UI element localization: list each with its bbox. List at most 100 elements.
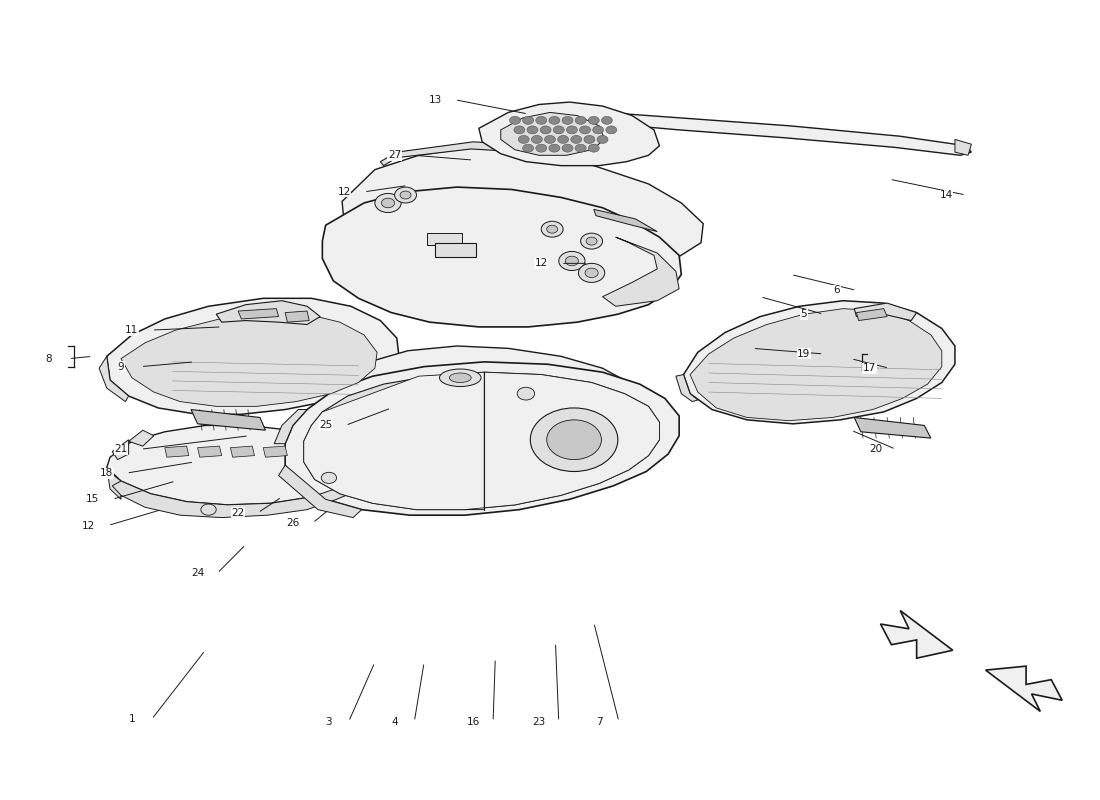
Text: 14: 14 — [939, 190, 953, 200]
Text: 3: 3 — [326, 717, 332, 726]
Text: 7: 7 — [596, 717, 603, 726]
Polygon shape — [285, 311, 309, 322]
Text: 25: 25 — [319, 421, 332, 430]
Circle shape — [527, 126, 538, 134]
Text: 12: 12 — [535, 258, 548, 268]
Circle shape — [562, 116, 573, 124]
Text: 6: 6 — [834, 286, 840, 295]
Text: 5: 5 — [801, 309, 807, 319]
Circle shape — [575, 144, 586, 152]
Text: 21: 21 — [114, 444, 128, 454]
Polygon shape — [129, 430, 154, 446]
Circle shape — [400, 191, 411, 199]
Circle shape — [536, 144, 547, 152]
Polygon shape — [683, 301, 955, 424]
Polygon shape — [690, 309, 942, 421]
Circle shape — [395, 187, 417, 203]
Polygon shape — [99, 356, 129, 402]
Circle shape — [586, 237, 597, 245]
Circle shape — [549, 144, 560, 152]
Circle shape — [531, 135, 542, 143]
Ellipse shape — [440, 369, 481, 386]
Text: 20: 20 — [870, 444, 882, 454]
Polygon shape — [880, 610, 953, 658]
Polygon shape — [278, 465, 362, 518]
Text: 1: 1 — [129, 714, 135, 724]
Circle shape — [540, 126, 551, 134]
Polygon shape — [855, 418, 931, 438]
Polygon shape — [285, 362, 679, 515]
Text: 12: 12 — [338, 187, 351, 197]
Text: 11: 11 — [125, 325, 139, 335]
Text: 8: 8 — [45, 354, 52, 364]
Text: 27: 27 — [388, 150, 401, 160]
Polygon shape — [274, 410, 307, 444]
Polygon shape — [342, 147, 703, 271]
Polygon shape — [857, 309, 887, 321]
Text: 23: 23 — [532, 717, 546, 726]
Polygon shape — [198, 446, 222, 457]
Circle shape — [606, 126, 617, 134]
Circle shape — [602, 116, 613, 124]
Polygon shape — [304, 372, 659, 510]
Circle shape — [588, 116, 600, 124]
Circle shape — [579, 263, 605, 282]
Circle shape — [547, 226, 558, 233]
Circle shape — [553, 126, 564, 134]
Text: 19: 19 — [798, 349, 811, 359]
Text: 17: 17 — [864, 363, 877, 374]
Polygon shape — [217, 301, 320, 325]
Circle shape — [584, 135, 595, 143]
Polygon shape — [436, 242, 475, 257]
Text: 13: 13 — [429, 94, 442, 105]
Polygon shape — [107, 298, 399, 414]
Text: 4: 4 — [392, 717, 398, 726]
Circle shape — [580, 126, 591, 134]
Circle shape — [522, 144, 534, 152]
Polygon shape — [381, 142, 600, 166]
Polygon shape — [675, 374, 697, 402]
Circle shape — [585, 268, 598, 278]
Circle shape — [375, 194, 402, 213]
Circle shape — [509, 116, 520, 124]
Circle shape — [321, 472, 337, 483]
Polygon shape — [112, 440, 129, 459]
Circle shape — [536, 116, 547, 124]
Circle shape — [597, 135, 608, 143]
Polygon shape — [165, 446, 189, 457]
Polygon shape — [304, 372, 484, 510]
Circle shape — [530, 408, 618, 471]
Polygon shape — [605, 113, 971, 155]
Polygon shape — [322, 187, 681, 327]
Polygon shape — [230, 446, 254, 457]
Text: 18: 18 — [100, 468, 113, 478]
Ellipse shape — [449, 373, 471, 382]
Circle shape — [541, 222, 563, 237]
Text: 16: 16 — [466, 717, 480, 726]
Polygon shape — [955, 139, 971, 155]
Polygon shape — [121, 314, 377, 406]
Circle shape — [575, 116, 586, 124]
Polygon shape — [478, 102, 659, 166]
Circle shape — [201, 504, 217, 515]
Circle shape — [581, 233, 603, 249]
Polygon shape — [594, 210, 658, 231]
Circle shape — [562, 144, 573, 152]
Polygon shape — [112, 478, 362, 518]
Polygon shape — [464, 372, 659, 510]
Circle shape — [547, 420, 602, 459]
Text: 12: 12 — [81, 521, 95, 530]
Polygon shape — [855, 303, 916, 321]
Polygon shape — [107, 467, 121, 499]
Circle shape — [522, 116, 534, 124]
Text: 9: 9 — [118, 362, 124, 372]
Polygon shape — [500, 113, 605, 155]
Polygon shape — [263, 446, 287, 457]
Polygon shape — [340, 346, 636, 422]
Circle shape — [382, 198, 395, 208]
Text: 22: 22 — [231, 508, 244, 518]
Text: 26: 26 — [286, 518, 299, 528]
Circle shape — [565, 256, 579, 266]
Polygon shape — [238, 309, 278, 319]
Polygon shape — [191, 410, 265, 430]
